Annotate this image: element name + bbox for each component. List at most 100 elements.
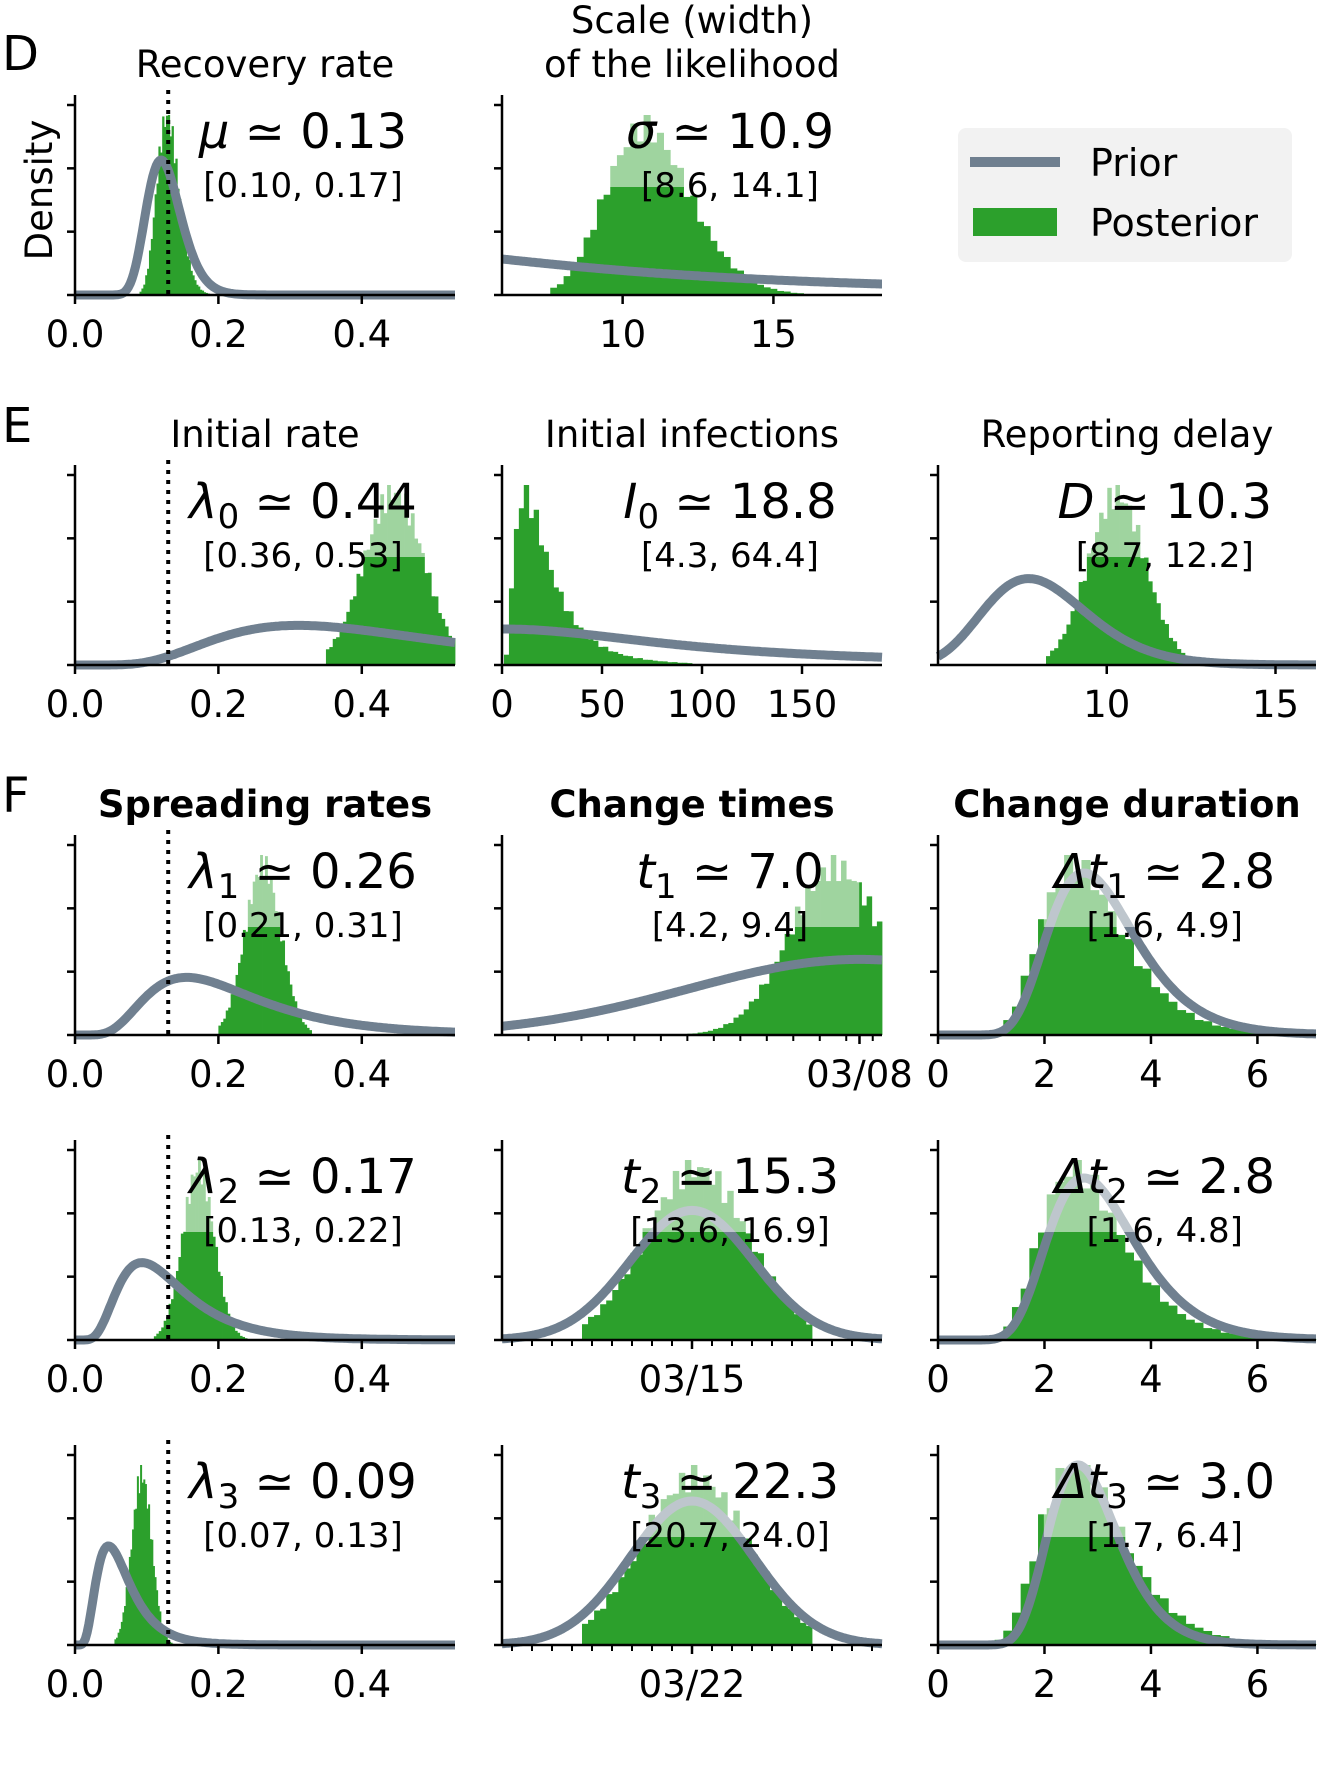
posterior-bar (723, 1024, 729, 1035)
posterior-bar (164, 126, 167, 295)
stat-backdrop (1043, 1455, 1294, 1537)
posterior-bar (434, 596, 439, 665)
posterior-bar (148, 250, 152, 295)
stat-estimate: t1 ≃ 7.0 (636, 844, 824, 907)
posterior-bar (202, 1166, 206, 1340)
posterior-bar (707, 1030, 714, 1035)
posterior-bar (1220, 1026, 1230, 1035)
posterior-bar (329, 647, 334, 665)
posterior-bar (1177, 1314, 1187, 1340)
posterior-bar (156, 183, 159, 295)
posterior-bar (1237, 1335, 1247, 1340)
posterior-bar (1038, 1232, 1048, 1340)
stat-backdrop (608, 1455, 860, 1537)
prior-curve (499, 254, 885, 289)
posterior-bar (642, 659, 648, 665)
posterior-bar (201, 290, 205, 295)
stat-estimate: t2 ≃ 15.3 (621, 1149, 839, 1212)
posterior-bar (672, 1493, 680, 1645)
posterior-bar (663, 149, 671, 295)
posterior-bar (304, 1024, 308, 1035)
posterior-bar (1081, 860, 1091, 1035)
posterior-bar (1090, 1494, 1100, 1645)
stat-estimate: λ0 ≃ 0.44 (186, 474, 417, 537)
posterior-bar (769, 966, 775, 1035)
posterior-bar (1142, 968, 1152, 1035)
posterior-bar (696, 221, 704, 295)
subplot-title: Spreading rates (98, 783, 432, 826)
posterior-bar (1046, 1194, 1056, 1340)
posterior-bar (301, 1022, 305, 1035)
posterior-bar (1229, 1333, 1239, 1340)
posterior-bar (255, 874, 259, 1035)
stat-symbol: t (621, 1149, 642, 1205)
posterior-bar (703, 226, 711, 295)
stat-backdrop (608, 845, 860, 927)
posterior-bar (229, 1320, 233, 1340)
posterior-bar (1107, 487, 1112, 665)
posterior-bar (600, 1608, 607, 1645)
posterior-bar (733, 1510, 740, 1645)
stat-value: ≃ 18.8 (659, 474, 837, 530)
stat-interval: [1.6, 4.9] (1087, 906, 1243, 946)
posterior-bar (1164, 624, 1169, 665)
posterior-bar (618, 1577, 625, 1645)
stat-estimate: t3 ≃ 22.3 (621, 1454, 839, 1517)
posterior-bar (636, 141, 644, 295)
stat-value: ≃ 3.0 (1128, 1454, 1275, 1510)
posterior-bar (185, 1196, 189, 1340)
posterior-bar (618, 1278, 625, 1340)
posterior-bar (660, 1499, 668, 1645)
posterior-bar (1123, 503, 1129, 665)
posterior-bar (1131, 531, 1137, 665)
posterior-bar (733, 1017, 739, 1035)
posterior-bar (1124, 1252, 1134, 1340)
posterior-bar (250, 904, 254, 1035)
posterior-bar (630, 1252, 637, 1340)
posterior-bar (763, 1571, 771, 1645)
x-tick-label: 03/15 (639, 1358, 746, 1401)
x-tick-label: 15 (1252, 683, 1299, 726)
x-tick-label: 2 (1033, 1663, 1057, 1706)
posterior-bar (678, 1189, 686, 1340)
posterior-bar (1072, 879, 1082, 1035)
posterior-bar (756, 284, 764, 295)
posterior-bar (120, 1621, 123, 1645)
x-tick-label: 10 (1083, 683, 1130, 726)
posterior-bar (757, 1253, 764, 1340)
posterior-bar (774, 961, 780, 1035)
posterior-bar (1058, 639, 1063, 665)
posterior-bar (590, 229, 598, 295)
posterior-bar (684, 1492, 692, 1645)
posterior-bar (1098, 1210, 1108, 1340)
posterior-bar (1081, 1188, 1091, 1340)
posterior-bar (223, 1018, 227, 1035)
posterior-bar (198, 1160, 201, 1340)
posterior-bar (596, 199, 604, 295)
posterior-bar (1194, 1322, 1204, 1340)
panel-letter-f: F (2, 768, 30, 824)
posterior-bar (220, 1022, 224, 1035)
x-tick-label: 0.4 (332, 1053, 391, 1096)
posterior-bar (1064, 1472, 1074, 1645)
posterior-bar (163, 1320, 167, 1340)
posterior-bar (1038, 919, 1048, 1035)
posterior-bar (666, 1199, 674, 1340)
stat-value: ≃ 10.3 (1094, 474, 1272, 530)
posterior-bar (751, 1554, 758, 1645)
prior-curve (499, 624, 885, 662)
posterior-bar (141, 1482, 144, 1645)
posterior-bar (228, 1007, 232, 1035)
posterior-bar (124, 1606, 127, 1645)
posterior-bar (143, 284, 146, 295)
posterior-bar (624, 1274, 631, 1340)
posterior-bar (636, 1254, 643, 1340)
posterior-bar (787, 1305, 795, 1340)
posterior-bar (1150, 987, 1161, 1035)
posterior-bar (617, 654, 624, 665)
posterior-bar (728, 1022, 734, 1035)
